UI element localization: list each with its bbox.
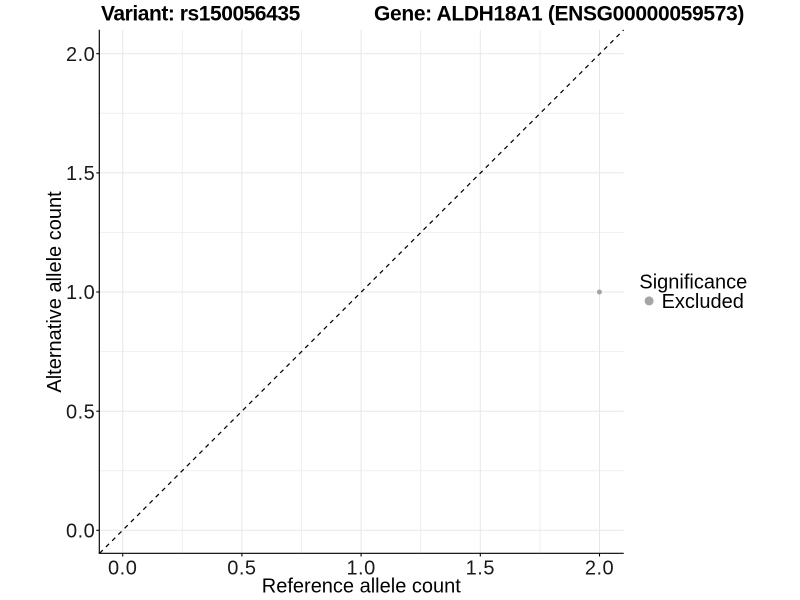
svg-text:0.0: 0.0: [108, 557, 137, 579]
svg-text:Alternative allele count: Alternative allele count: [44, 191, 66, 393]
svg-text:Significance: Significance: [639, 271, 747, 293]
svg-text:1.5: 1.5: [66, 163, 95, 185]
svg-text:Excluded: Excluded: [662, 291, 744, 313]
svg-text:Variant: rs150056435: Variant: rs150056435: [101, 3, 301, 26]
svg-text:0.0: 0.0: [66, 521, 95, 543]
svg-text:2.0: 2.0: [585, 557, 614, 579]
svg-text:1.5: 1.5: [466, 557, 495, 579]
svg-text:2.0: 2.0: [66, 44, 95, 66]
svg-text:0.5: 0.5: [227, 557, 256, 579]
svg-text:1.0: 1.0: [66, 282, 95, 304]
svg-text:0.5: 0.5: [66, 401, 95, 423]
svg-text:Reference allele count: Reference allele count: [262, 576, 461, 598]
svg-text:1.0: 1.0: [346, 557, 375, 579]
svg-text:Gene: ALDH18A1 (ENSG0000005957: Gene: ALDH18A1 (ENSG00000059573): [374, 3, 744, 26]
